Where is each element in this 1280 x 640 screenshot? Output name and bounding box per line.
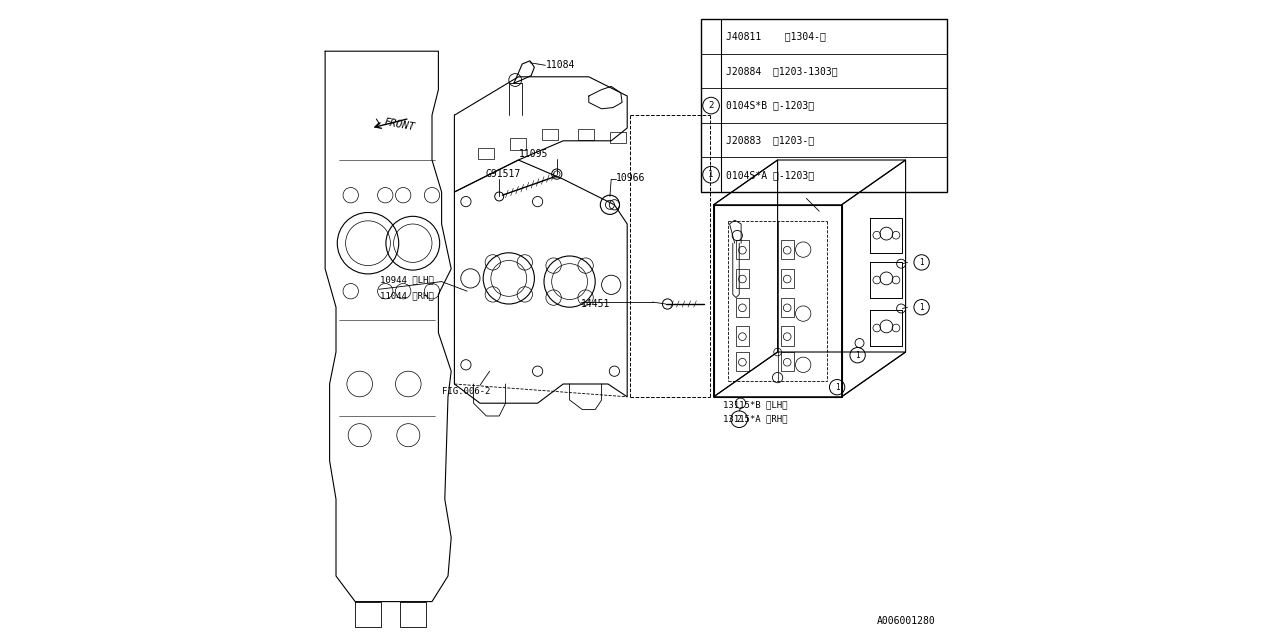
Text: 1: 1: [855, 351, 860, 360]
Bar: [511, 138, 526, 150]
Bar: [781, 269, 794, 288]
Text: 1: 1: [708, 170, 714, 179]
Text: A006001280: A006001280: [877, 616, 936, 626]
Text: 11095: 11095: [518, 148, 548, 159]
Text: 11084: 11084: [545, 60, 575, 70]
Bar: [736, 269, 749, 288]
Text: 1: 1: [835, 383, 840, 392]
Text: J20884  （1203-1303）: J20884 （1203-1303）: [727, 66, 838, 76]
Bar: [701, 19, 947, 192]
Bar: [781, 352, 794, 371]
Text: 1: 1: [919, 258, 924, 267]
Bar: [577, 129, 594, 140]
Text: 1: 1: [919, 303, 924, 312]
Text: 11044 〈RH〉: 11044 〈RH〉: [379, 291, 433, 300]
Text: 0104S*B （-1203）: 0104S*B （-1203）: [727, 100, 814, 111]
Bar: [479, 148, 494, 159]
Text: J20883  （1203-）: J20883 （1203-）: [727, 135, 814, 145]
Bar: [781, 326, 794, 346]
Bar: [736, 298, 749, 317]
Bar: [736, 326, 749, 346]
Text: 2: 2: [708, 101, 714, 110]
Text: FIG.006-2: FIG.006-2: [442, 387, 490, 396]
Text: FRONT: FRONT: [383, 117, 415, 132]
Bar: [609, 132, 626, 143]
Bar: [781, 240, 794, 259]
Text: 14451: 14451: [581, 299, 611, 309]
Bar: [736, 352, 749, 371]
Text: 13115*B 〈LH〉: 13115*B 〈LH〉: [723, 400, 787, 409]
Text: 10944 〈LH〉: 10944 〈LH〉: [379, 276, 433, 285]
Bar: [543, 129, 558, 140]
Text: 2: 2: [737, 415, 741, 424]
Text: G91517: G91517: [485, 169, 521, 179]
Bar: [781, 298, 794, 317]
Text: 13115*A 〈RH〉: 13115*A 〈RH〉: [723, 415, 787, 424]
Text: J40811    （1304-）: J40811 （1304-）: [727, 31, 827, 42]
Text: 10966: 10966: [616, 173, 645, 183]
Text: 0104S*A （-1203）: 0104S*A （-1203）: [727, 170, 814, 180]
Bar: [736, 240, 749, 259]
